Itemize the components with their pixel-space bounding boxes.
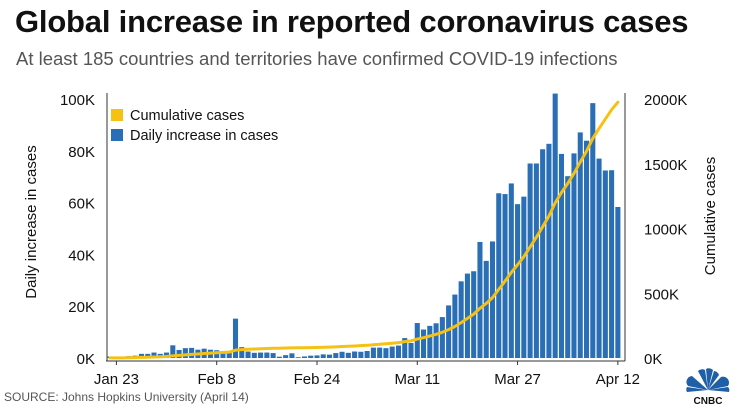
y-tick-label-left: 20K xyxy=(68,299,95,316)
daily-bar xyxy=(565,176,571,358)
daily-bar xyxy=(558,153,564,358)
daily-bar xyxy=(615,207,621,358)
daily-bar xyxy=(151,352,157,358)
y-tick-label-right: 1500K xyxy=(644,157,687,174)
y-tick-label-left: 80K xyxy=(68,144,95,161)
daily-bar xyxy=(358,351,364,358)
legend: Cumulative cases Daily increase in cases xyxy=(111,108,278,144)
chart-title: Global increase in reported coronavirus … xyxy=(15,4,689,39)
daily-bar xyxy=(352,351,358,358)
x-tick-label: Apr 12 xyxy=(596,371,640,388)
daily-bar xyxy=(314,355,320,358)
daily-bar xyxy=(301,356,307,358)
logo-text: CNBC xyxy=(694,396,723,406)
daily-bar xyxy=(345,352,351,358)
daily-bar xyxy=(251,352,257,358)
daily-bar xyxy=(596,158,602,358)
legend-swatch-cumulative xyxy=(111,109,123,121)
source-note: SOURCE: Johns Hopkins University (April … xyxy=(4,390,249,404)
daily-bar xyxy=(577,132,583,358)
legend-label-cumulative: Cumulative cases xyxy=(130,108,244,124)
daily-bar xyxy=(439,317,445,358)
x-tick-label: Mar 27 xyxy=(494,371,541,388)
daily-bar xyxy=(496,193,502,358)
daily-bar xyxy=(583,140,590,358)
y-tick-label-left: 0K xyxy=(77,351,95,368)
daily-bar xyxy=(477,241,483,358)
x-tick-label: Feb 8 xyxy=(198,371,236,388)
y-tick-label-right: 500K xyxy=(644,286,679,303)
daily-bar xyxy=(239,347,245,358)
daily-bar xyxy=(389,346,395,358)
daily-bar xyxy=(421,329,427,358)
daily-bar xyxy=(540,149,546,358)
x-tick-label: Feb 24 xyxy=(294,371,341,388)
chart-subtitle: At least 185 countries and territories h… xyxy=(16,48,618,69)
daily-bar xyxy=(370,347,376,358)
y-tick-label-left: 60K xyxy=(68,196,95,213)
daily-bar xyxy=(590,103,596,358)
daily-bar xyxy=(220,351,226,358)
legend-swatch-daily xyxy=(111,129,123,141)
daily-bar xyxy=(489,241,496,358)
daily-bar xyxy=(170,345,176,358)
daily-bar xyxy=(609,170,615,358)
daily-bar xyxy=(320,354,326,358)
y-tick-label-left: 100K xyxy=(60,92,95,109)
axes: 0K 20K 40K 60K 80K 100K 0K 500K 1000K 1500K 2000K J… xyxy=(60,92,687,388)
cumulative-cases-line xyxy=(108,100,620,360)
daily-bar xyxy=(264,352,270,358)
daily-bar xyxy=(333,353,339,358)
daily-bar xyxy=(546,143,552,358)
daily-bar xyxy=(182,348,188,358)
daily-bar xyxy=(446,305,452,358)
daily-bar xyxy=(515,204,521,358)
legend-label-daily: Daily increase in cases xyxy=(130,128,278,144)
y-axis-label-left: Daily increase in cases xyxy=(23,145,40,298)
daily-bar xyxy=(245,351,251,358)
daily-bar xyxy=(226,352,232,358)
daily-bar xyxy=(289,353,295,358)
cnbc-peacock-logo-icon: CNBC xyxy=(686,368,730,406)
daily-bar xyxy=(527,163,533,358)
daily-bar xyxy=(270,353,276,358)
daily-bar xyxy=(433,323,439,358)
daily-bar xyxy=(402,338,408,358)
y-tick-label-right: 0K xyxy=(644,351,662,368)
daily-bar xyxy=(521,196,527,358)
daily-bar xyxy=(602,170,608,358)
daily-bar xyxy=(483,260,489,359)
daily-bar xyxy=(464,273,470,358)
y-tick-label-left: 40K xyxy=(68,247,95,264)
cumulative-line-group xyxy=(108,100,620,360)
daily-bar xyxy=(571,153,577,358)
daily-bar xyxy=(383,348,389,358)
daily-bar xyxy=(552,93,558,358)
daily-bar xyxy=(339,351,345,358)
daily-bar xyxy=(326,354,333,358)
daily-bar xyxy=(364,351,370,358)
daily-bar xyxy=(458,281,464,358)
x-tick-label: Jan 23 xyxy=(94,371,139,388)
x-tick-label: Mar 11 xyxy=(394,371,440,388)
daily-bar xyxy=(377,347,383,358)
daily-bar xyxy=(308,355,314,358)
y-axis-label-right: Cumulative cases xyxy=(702,157,719,275)
y-tick-label-right: 1000K xyxy=(644,222,687,239)
daily-bar xyxy=(283,355,289,358)
daily-bar xyxy=(276,356,282,358)
daily-bar xyxy=(427,325,433,358)
daily-bar xyxy=(533,163,539,358)
daily-bar xyxy=(395,345,402,358)
daily-bar xyxy=(258,352,264,358)
daily-bar xyxy=(295,357,301,358)
daily-bar xyxy=(232,318,239,358)
daily-bar xyxy=(408,342,414,358)
daily-bar xyxy=(502,194,508,358)
y-tick-label-right: 2000K xyxy=(644,92,687,109)
